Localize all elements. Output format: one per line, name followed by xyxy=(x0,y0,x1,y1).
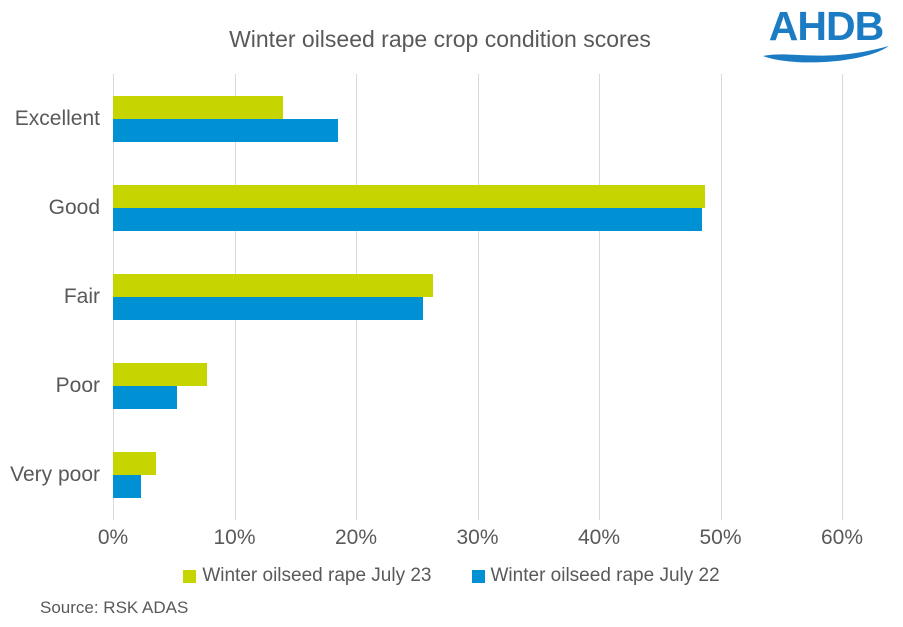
bar-july-23-poor xyxy=(113,363,207,387)
category-label-very-poor: Very poor xyxy=(10,463,100,487)
legend-marker-july22-icon xyxy=(471,569,485,583)
category-band-good xyxy=(113,163,842,252)
x-tick-60pct: 60% xyxy=(820,526,864,549)
ahdb-logo: AHDB xyxy=(761,6,891,65)
legend-item-july23: Winter oilseed rape July 23 xyxy=(183,565,432,587)
legend-marker-july23-icon xyxy=(183,569,197,583)
category-label-excellent: Excellent xyxy=(14,106,100,130)
source-note: Source: RSK ADAS xyxy=(40,598,189,617)
legend-label-july23: Winter oilseed rape July 23 xyxy=(202,565,432,586)
x-tick-30pct: 30% xyxy=(456,526,499,549)
ahdb-logo-text: AHDB xyxy=(768,3,884,49)
bar-july-23-very-poor xyxy=(113,452,156,476)
bar-july-23-excellent xyxy=(113,95,284,119)
category-band-excellent xyxy=(113,74,842,163)
category-label-good: Good xyxy=(48,195,100,219)
bar-july-22-very-poor xyxy=(113,475,141,499)
chart-title: Winter oilseed rape crop condition score… xyxy=(229,26,651,52)
gridline-50pct xyxy=(720,74,722,520)
bar-july-23-fair xyxy=(113,273,433,297)
bar-july-22-excellent xyxy=(113,118,338,142)
category-label-poor: Poor xyxy=(55,374,100,398)
bar-july-22-good xyxy=(113,207,703,231)
category-band-fair xyxy=(113,252,842,341)
bar-july-22-poor xyxy=(113,386,178,410)
y-axis-category-labels: Excellent Good Fair Poor Very poor xyxy=(0,74,100,520)
legend-label-july22: Winter oilseed rape July 22 xyxy=(490,565,720,586)
plot-area xyxy=(113,74,843,520)
category-band-poor xyxy=(113,342,842,431)
x-tick-10pct: 10% xyxy=(213,526,256,549)
gridline-30pct xyxy=(477,74,479,520)
category-band-very-poor xyxy=(113,431,842,520)
x-tick-20pct: 20% xyxy=(334,526,378,549)
legend-item-july22: Winter oilseed rape July 22 xyxy=(471,565,720,587)
bar-july-23-good xyxy=(113,184,705,208)
x-tick-0pct: 0% xyxy=(97,526,129,549)
bar-july-22-fair xyxy=(113,296,423,320)
ahdb-logo-swoosh-icon xyxy=(763,46,889,63)
gridline-40pct xyxy=(599,74,600,520)
x-tick-40pct: 40% xyxy=(577,526,621,549)
x-tick-50pct: 50% xyxy=(699,526,742,549)
legend: Winter oilseed rape July 23 Winter oilse… xyxy=(0,565,903,587)
category-label-fair: Fair xyxy=(63,284,100,308)
gridline-60pct xyxy=(842,74,843,520)
x-axis-tick-labels: 0% 10% 20% 30% 40% 50% 60% xyxy=(98,526,863,552)
